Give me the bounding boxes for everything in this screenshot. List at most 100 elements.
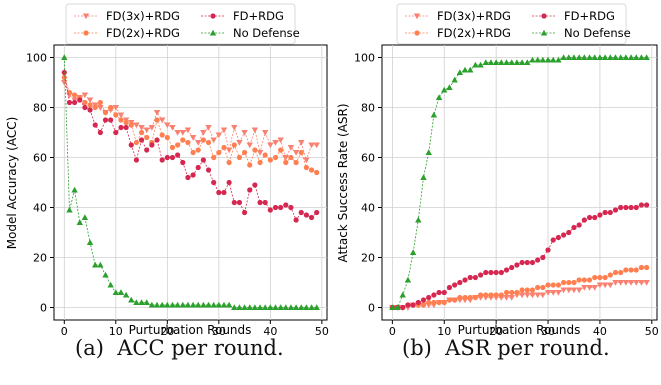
acc-point-no-defense xyxy=(61,54,68,61)
asr-legend-marker-fd-2x-rdg xyxy=(414,30,420,36)
acc-point-fd-2x-rdg xyxy=(128,122,134,128)
acc-point-fd-2x-rdg xyxy=(144,134,150,141)
acc-point-fd-rdg xyxy=(154,137,160,143)
asr-point-fd-2x-rdg xyxy=(561,279,567,286)
asr-y-tick-label: 0 xyxy=(368,302,375,315)
acc-point-fd-2x-rdg xyxy=(272,154,279,161)
asr-point-fd-rdg xyxy=(446,284,453,291)
acc-point-fd-2x-rdg xyxy=(278,147,284,153)
acc-point-fd-rdg xyxy=(211,179,217,186)
asr-point-fd-3x-rdg xyxy=(627,279,635,286)
asr-point-fd-2x-rdg xyxy=(446,297,453,303)
acc-legend-marker-fd-3x-rdg xyxy=(82,13,90,20)
acc-y-tick-label: 40 xyxy=(33,202,47,215)
acc-point-fd-rdg xyxy=(236,199,243,206)
acc-point-fd-2x-rdg xyxy=(257,159,263,166)
asr-series-no-defense xyxy=(389,54,650,311)
acc-point-fd-2x-rdg xyxy=(92,104,98,111)
asr-point-fd-rdg xyxy=(431,292,437,298)
acc-point-fd-2x-rdg xyxy=(159,132,165,138)
acc-point-no-defense xyxy=(81,214,89,221)
acc-point-no-defense xyxy=(169,301,176,308)
asr-legend-marker-no-defense xyxy=(540,29,548,36)
acc-point-fd-rdg xyxy=(272,204,279,211)
asr-point-fd-2x-rdg xyxy=(607,272,613,278)
asr-point-fd-3x-rdg xyxy=(633,279,640,286)
acc-point-fd-3x-rdg xyxy=(236,139,243,146)
acc-point-fd-3x-rdg xyxy=(143,127,150,134)
acc-point-no-defense xyxy=(220,301,228,308)
acc-grid xyxy=(54,45,327,320)
acc-point-fd-rdg xyxy=(87,107,93,113)
acc-point-no-defense xyxy=(303,304,310,311)
asr-point-fd-2x-rdg xyxy=(540,284,546,291)
asr-line-no-defense xyxy=(392,57,647,308)
asr-point-fd-3x-rdg xyxy=(586,284,593,291)
asr-point-no-defense xyxy=(446,84,453,91)
acc-point-fd-2x-rdg xyxy=(241,149,248,156)
acc-point-fd-rdg xyxy=(128,142,134,148)
asr-point-no-defense xyxy=(596,54,604,61)
acc-y-tick-label: 20 xyxy=(33,252,47,265)
acc-point-fd-rdg xyxy=(283,202,289,208)
asr-series-group xyxy=(389,54,650,311)
acc-point-fd-3x-rdg xyxy=(184,127,192,134)
asr-point-no-defense xyxy=(487,59,495,66)
asr-point-fd-3x-rdg xyxy=(534,292,541,299)
acc-point-fd-2x-rdg xyxy=(169,144,176,151)
asr-point-no-defense xyxy=(399,291,406,298)
asr-point-fd-rdg xyxy=(524,259,530,266)
acc-point-fd-2x-rdg xyxy=(314,169,320,176)
asr-point-fd-3x-rdg xyxy=(575,287,583,294)
asr-point-fd-rdg xyxy=(597,212,603,218)
acc-point-no-defense xyxy=(143,299,150,306)
acc-point-fd-2x-rdg xyxy=(118,117,124,123)
asr-point-fd-2x-rdg xyxy=(431,299,437,306)
asr-point-fd-rdg xyxy=(633,204,639,211)
acc-point-no-defense xyxy=(287,304,295,311)
acc-point-no-defense xyxy=(76,219,83,226)
acc-point-fd-2x-rdg xyxy=(61,74,67,81)
asr-legend-label-fd-3x-rdg: FD(3x)+RDG xyxy=(437,9,511,23)
asr-x-tick-label: 20 xyxy=(489,325,503,338)
acc-legend-label-fd-rdg: FD+RDG xyxy=(233,9,284,23)
acc-point-no-defense xyxy=(195,301,202,308)
acc-point-fd-rdg xyxy=(66,99,73,106)
asr-legend: FD(3x)+RDG FD(2x)+RDG FD+RDG No Defense xyxy=(396,3,631,45)
acc-point-fd-2x-rdg xyxy=(293,159,299,166)
asr-y-axis-label: Attack Success Rate (ASR) xyxy=(336,103,350,262)
asr-point-fd-3x-rdg xyxy=(508,294,515,301)
acc-legend-label-fd-3x-rdg: FD(3x)+RDG xyxy=(106,9,180,23)
asr-point-no-defense xyxy=(570,54,578,61)
asr-point-fd-rdg xyxy=(400,304,406,311)
asr-point-no-defense xyxy=(539,56,547,63)
acc-legend-label-fd-2x-rdg: FD(2x)+RDG xyxy=(106,26,180,40)
asr-point-fd-rdg xyxy=(535,257,541,263)
acc-point-fd-2x-rdg xyxy=(113,112,119,118)
acc-legend-marker-no-defense xyxy=(209,29,217,36)
acc-point-fd-2x-rdg xyxy=(236,154,243,161)
asr-point-fd-rdg xyxy=(545,247,551,253)
acc-point-fd-3x-rdg xyxy=(298,139,305,146)
acc-point-no-defense xyxy=(308,304,315,311)
asr-point-no-defense xyxy=(581,54,588,61)
asr-point-fd-2x-rdg xyxy=(576,277,582,283)
acc-point-fd-rdg xyxy=(133,157,140,163)
acc-point-fd-rdg xyxy=(138,137,145,143)
asr-point-no-defense xyxy=(529,56,536,63)
asr-point-fd-2x-rdg xyxy=(555,282,562,288)
asr-point-fd-2x-rdg xyxy=(628,267,634,273)
acc-point-no-defense xyxy=(102,271,109,278)
asr-point-fd-rdg xyxy=(498,269,504,276)
acc-point-fd-rdg xyxy=(278,204,284,211)
acc-point-fd-rdg xyxy=(247,187,253,193)
acc-point-fd-2x-rdg xyxy=(221,144,227,151)
asr-point-fd-rdg xyxy=(540,254,546,261)
asr-point-no-defense xyxy=(389,304,396,311)
asr-point-fd-3x-rdg xyxy=(612,279,619,286)
acc-point-fd-rdg xyxy=(77,97,83,103)
asr-point-fd-rdg xyxy=(529,259,536,266)
acc-point-fd-2x-rdg xyxy=(267,157,273,163)
asr-point-fd-2x-rdg xyxy=(514,289,520,296)
acc-point-fd-rdg xyxy=(97,129,103,136)
